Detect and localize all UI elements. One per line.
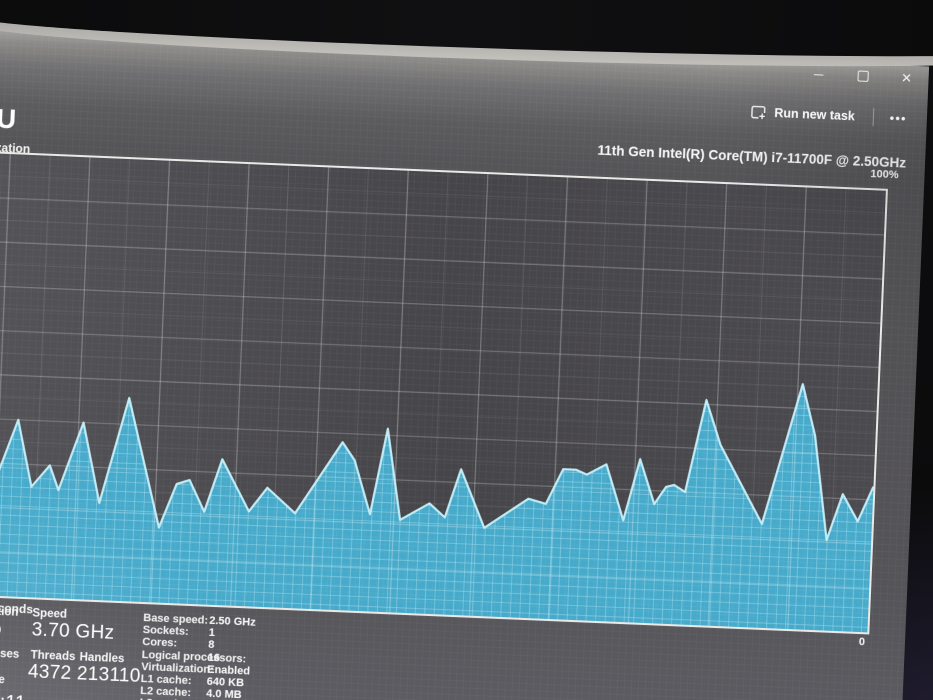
monitor-screen: ─ ✕ Run new task ••• CPU xyxy=(0,24,930,700)
page-title: CPU xyxy=(0,101,18,135)
chart-svg xyxy=(0,150,886,633)
minimize-button[interactable]: ─ xyxy=(810,66,827,83)
close-icon: ✕ xyxy=(900,69,913,86)
cpu-name: 11th Gen Intel(R) Core(TM) i7-11700F @ 2… xyxy=(597,142,907,171)
maximize-button[interactable] xyxy=(854,67,871,84)
stat-utilization-label: Utilization xyxy=(0,604,19,619)
x-axis-right-label: 0 xyxy=(858,636,866,649)
stat-threads-value: 4372 xyxy=(27,661,72,685)
maximize-icon xyxy=(856,69,869,82)
run-new-task-icon xyxy=(751,105,767,120)
stat-handles-value: 213110 xyxy=(76,663,142,687)
cpu-utilization-chart[interactable] xyxy=(0,148,888,635)
command-bar: Run new task ••• xyxy=(741,101,915,130)
y-max-label: 100% xyxy=(870,168,899,182)
ellipsis-icon: ••• xyxy=(889,110,908,126)
close-button[interactable]: ✕ xyxy=(898,69,915,86)
stat-processes-label: Processes xyxy=(0,646,20,661)
more-options-button[interactable]: ••• xyxy=(881,109,915,128)
stat-row-cores: Cores: 8 xyxy=(142,636,215,652)
run-new-task-label: Run new task xyxy=(774,106,856,124)
stat-speed-value: 3.70 GHz xyxy=(31,619,115,644)
stat-uptime-label: Up time xyxy=(0,673,6,687)
stat-utilization-value: 36% xyxy=(0,616,3,640)
command-bar-divider xyxy=(872,108,875,127)
titlebar-controls: ─ ✕ xyxy=(810,66,915,86)
stat-uptime-value: 1:25:11 xyxy=(0,691,26,700)
minimize-icon: ─ xyxy=(813,66,824,82)
run-new-task-button[interactable]: Run new task xyxy=(741,101,865,128)
